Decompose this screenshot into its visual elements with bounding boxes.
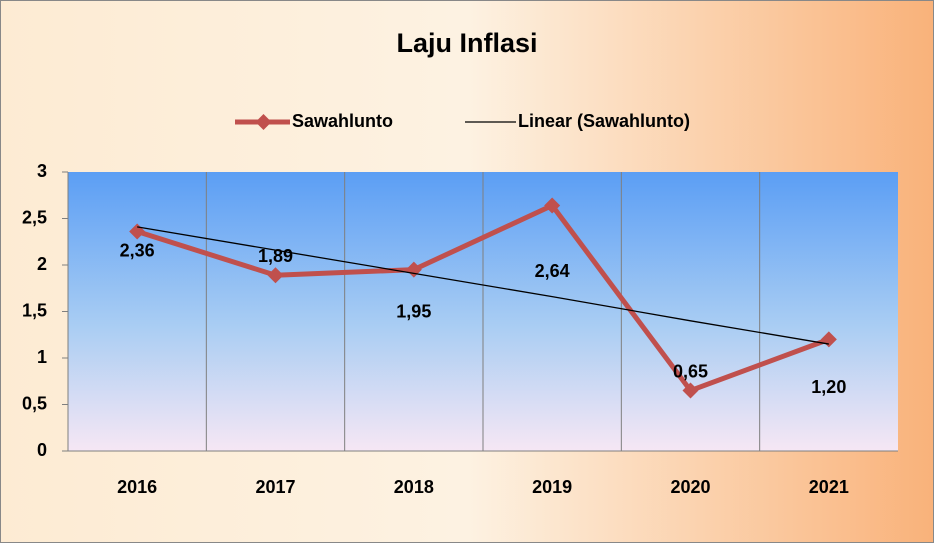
y-tick-label: 0,5 [22, 393, 47, 413]
chart-title: Laju Inflasi [396, 28, 537, 58]
data-point [682, 382, 699, 399]
data-label: 1,95 [396, 301, 431, 321]
x-tick-label: 2018 [394, 477, 434, 497]
data-point [544, 197, 561, 214]
x-tick-label: 2016 [117, 477, 157, 497]
y-tick-label: 1,5 [22, 300, 47, 320]
data-label: 2,64 [535, 261, 570, 281]
data-label: 0,65 [673, 361, 708, 381]
y-tick-label: 3 [37, 161, 47, 181]
data-label: 2,36 [120, 240, 155, 260]
x-tick-label: 2020 [670, 477, 710, 497]
x-tick-label: 2021 [809, 477, 849, 497]
y-tick-label: 2,5 [22, 207, 47, 227]
data-label: 1,20 [811, 377, 846, 397]
legend-marker [255, 114, 272, 130]
x-tick-label: 2019 [532, 477, 572, 497]
data-point [267, 267, 284, 284]
y-tick-label: 0 [37, 440, 47, 460]
y-tick-label: 1 [37, 347, 47, 367]
legend-label: Linear (Sawahlunto) [518, 111, 690, 131]
data-line [136, 202, 830, 394]
legend-label: Sawahlunto [292, 111, 393, 131]
x-tick-label: 2017 [255, 477, 295, 497]
y-tick-label: 2 [37, 254, 47, 274]
data-label: 1,89 [258, 246, 293, 266]
trend-line [137, 226, 829, 345]
